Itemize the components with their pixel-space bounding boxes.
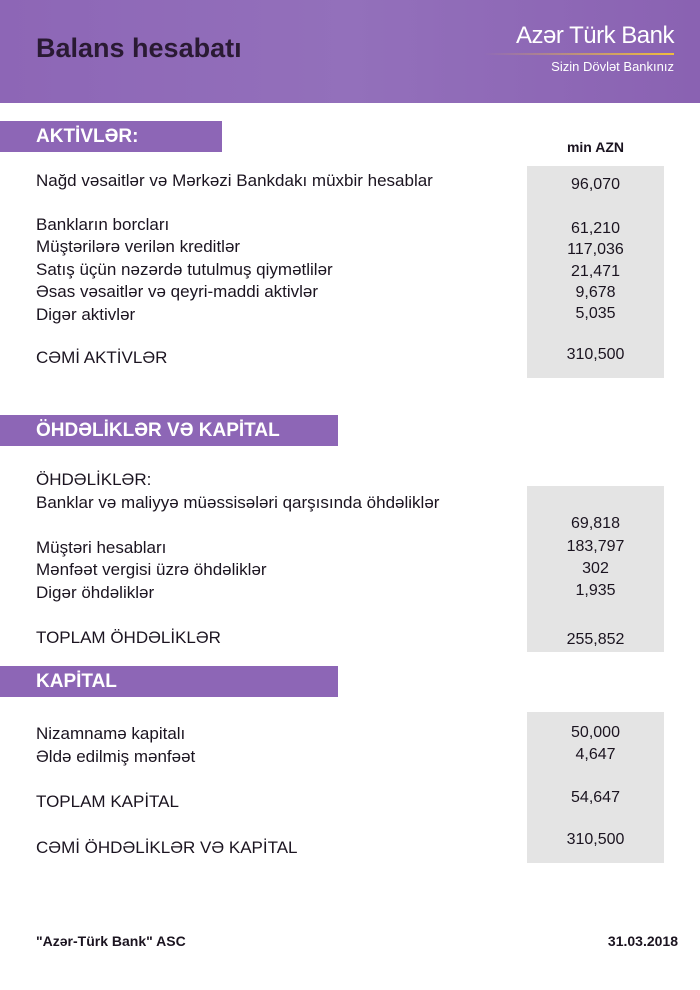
asset-label: Digər aktivlər bbox=[36, 305, 136, 324]
liability-value: 1,935 bbox=[575, 582, 616, 599]
asset-label: Nağd vəsaitlər və Mərkəzi Bankdakı müxbi… bbox=[36, 171, 433, 190]
asset-value: 96,070 bbox=[571, 176, 620, 193]
liability-value: 183,797 bbox=[566, 538, 625, 555]
liabilities-subheading: ÖHDƏLİKLƏR: bbox=[36, 470, 152, 489]
footer-company: "Azər-Türk Bank" ASC bbox=[36, 933, 186, 949]
liabilities-values-box bbox=[527, 486, 664, 652]
asset-label: Satış üçün nəzərdə tutulmuş qiymətlilər bbox=[36, 260, 333, 279]
grand-total-label: CƏMİ ÖHDƏLİKLƏR VƏ KAPİTAL bbox=[36, 838, 298, 857]
liability-label: Banklar və maliyyə müəssisələri qarşısın… bbox=[36, 493, 440, 512]
asset-value: 5,035 bbox=[575, 305, 616, 322]
asset-value: 117,036 bbox=[567, 241, 624, 258]
asset-value: 61,210 bbox=[571, 220, 620, 237]
header-banner bbox=[0, 0, 700, 103]
capital-total-value: 54,647 bbox=[571, 789, 620, 806]
asset-label: Əsas vəsaitlər və qeyri-maddi aktivlər bbox=[36, 282, 319, 301]
liability-label: Digər öhdəliklər bbox=[36, 583, 155, 602]
liability-label: Mənfəət vergisi üzrə öhdəliklər bbox=[36, 560, 267, 579]
assets-heading: AKTİVLƏR: bbox=[0, 121, 222, 152]
assets-values-box bbox=[527, 166, 664, 378]
liability-value: 69,818 bbox=[571, 515, 620, 532]
capital-values-box bbox=[527, 712, 664, 863]
asset-value: 21,471 bbox=[571, 263, 620, 280]
logo-name: Azər Türk Bank bbox=[516, 22, 674, 49]
capital-total-label: TOPLAM KAPİTAL bbox=[36, 792, 179, 811]
capital-label: Nizamnamə kapitalı bbox=[36, 724, 186, 743]
footer-date: 31.03.2018 bbox=[607, 933, 678, 949]
bank-logo: Azər Türk Bank Sizin Dövlət Bankınız bbox=[484, 22, 675, 74]
assets-total-value: 310,500 bbox=[566, 346, 625, 363]
liabilities-heading: ÖHDƏLİKLƏR VƏ KAPİTAL bbox=[0, 415, 338, 446]
asset-value: 9,678 bbox=[575, 284, 616, 301]
page-title: Balans hesabatı bbox=[36, 33, 242, 63]
capital-heading: KAPİTAL bbox=[0, 666, 338, 697]
liability-label: Müştəri hesabları bbox=[36, 538, 167, 557]
capital-value: 4,647 bbox=[575, 746, 616, 763]
liabilities-total-label: TOPLAM ÖHDƏLİKLƏR bbox=[36, 628, 221, 647]
logo-swoosh bbox=[484, 53, 674, 55]
unit-label: min AZN bbox=[566, 139, 625, 155]
logo-tagline: Sizin Dövlət Bankınız bbox=[551, 59, 674, 74]
liabilities-total-value: 255,852 bbox=[566, 631, 625, 648]
capital-label: Əldə edilmiş mənfəət bbox=[36, 747, 196, 766]
liability-value: 302 bbox=[582, 560, 609, 577]
asset-label: Müştərilərə verilən kreditlər bbox=[36, 237, 241, 256]
assets-total-label: CƏMİ AKTİVLƏR bbox=[36, 348, 168, 367]
capital-value: 50,000 bbox=[571, 724, 620, 741]
asset-label: Bankların borcları bbox=[36, 215, 170, 234]
grand-total-value: 310,500 bbox=[566, 831, 625, 848]
